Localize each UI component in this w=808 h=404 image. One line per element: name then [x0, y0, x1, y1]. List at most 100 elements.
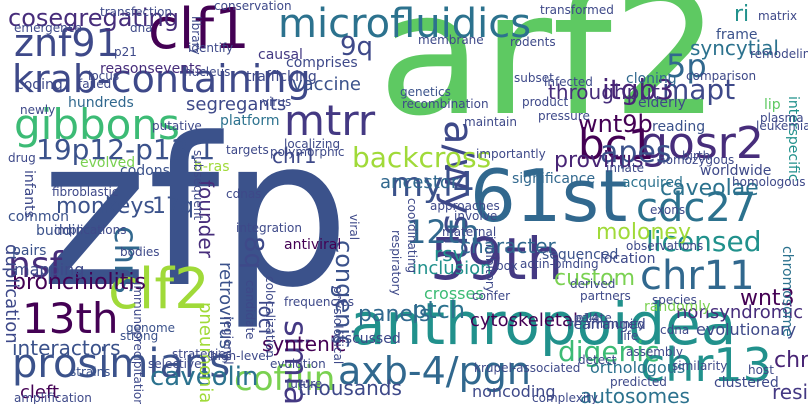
- word-cloud-word: thousands: [298, 376, 402, 400]
- word-cloud-word: strong: [120, 329, 159, 343]
- word-cloud-word: p21: [114, 45, 137, 59]
- word-cloud-word: 17q: [152, 194, 194, 219]
- word-cloud-word: sequenced: [542, 247, 619, 263]
- word-cloud-word: rsv: [434, 242, 465, 266]
- word-cloud-word: ptch: [412, 296, 466, 324]
- word-cloud-word: transfection: [100, 5, 173, 19]
- word-cloud-word: cdc27: [636, 185, 757, 231]
- word-cloud-word: acquired: [622, 175, 683, 191]
- word-cloud-word: prosimians: [12, 341, 231, 387]
- word-cloud-word: congenic: [330, 240, 358, 349]
- word-cloud-word: myl4: [390, 165, 475, 205]
- word-cloud-word: subset: [514, 71, 554, 85]
- word-cloud-word: approaches: [430, 199, 500, 213]
- word-cloud-word: genetics: [400, 85, 451, 99]
- word-cloud-word: involve: [454, 209, 498, 223]
- word-cloud-word: mapt: [662, 73, 736, 106]
- word-cloud-word: bc1: [578, 120, 655, 169]
- word-cloud-word: autosomes: [580, 384, 690, 404]
- word-cloud-word: infants: [21, 170, 37, 218]
- word-cloud-word: actin-binding: [520, 257, 599, 271]
- word-cloud-word: causal: [258, 47, 303, 63]
- word-cloud-word: 5p: [666, 47, 707, 85]
- word-cloud-word: putative: [152, 119, 202, 133]
- word-cloud-word: exons: [650, 203, 686, 217]
- word-cloud-word: wnt3: [740, 286, 795, 311]
- word-cloud-word: frame: [716, 27, 758, 43]
- word-cloud-word: evolutionary: [696, 320, 797, 339]
- word-cloud-word: derived: [570, 277, 616, 291]
- word-cloud-word: rearranged: [568, 317, 646, 333]
- word-cloud-word: znf91: [14, 21, 120, 65]
- word-cloud-word: library: [189, 16, 203, 55]
- word-cloud-word: detect: [578, 353, 617, 367]
- word-cloud-word: caveolin: [150, 362, 259, 392]
- word-cloud-word: pressure: [538, 109, 590, 123]
- word-cloud-word: host: [748, 363, 774, 377]
- word-cloud-word: krab-containing: [12, 57, 311, 101]
- word-cloud-word: provirus: [554, 148, 644, 173]
- word-cloud-word: character: [460, 234, 556, 258]
- word-cloud-word: noncoding: [472, 382, 556, 401]
- word-cloud-word: 19p12-p13.1: [36, 133, 216, 166]
- word-cloud-word: newly: [20, 103, 56, 117]
- word-cloud-word: conservation: [214, 0, 292, 13]
- word-cloud-word: viral: [347, 214, 361, 241]
- word-cloud-word: rodents: [510, 35, 556, 49]
- word-cloud-word: recombination: [402, 97, 489, 111]
- word-cloud-word: cloning: [626, 71, 677, 87]
- word-cloud-word: reasonsevents: [100, 61, 202, 77]
- word-cloud-word: reading: [652, 119, 706, 135]
- word-cloud-word: nsf: [8, 245, 63, 286]
- word-cloud-word: backcross: [352, 141, 492, 174]
- word-cloud-word: transformed: [540, 3, 614, 17]
- word-cloud-word: throughput: [548, 80, 660, 104]
- word-cloud-word: itgb3: [602, 73, 675, 106]
- word-cloud-word: identify: [188, 41, 234, 55]
- word-cloud-word: similarity: [672, 359, 728, 373]
- word-cloud-word: physiological: [331, 286, 345, 365]
- word-cloud-word: anthropoidea: [350, 290, 737, 358]
- word-cloud-word: partners: [580, 289, 631, 303]
- word-cloud-word: assembly: [626, 345, 683, 359]
- word-cloud-word: nonsyndromic: [676, 302, 804, 323]
- word-cloud-word: elderly: [638, 95, 686, 111]
- word-cloud-word: cleft: [20, 382, 60, 403]
- word-cloud-word: 8q: [238, 236, 268, 270]
- word-cloud-word: h-ras: [194, 159, 230, 175]
- word-cloud-word: e14: [576, 311, 599, 325]
- word-cloud-word: virus: [262, 95, 292, 109]
- word-cloud-word: chrs: [107, 226, 145, 294]
- word-cloud-word: common: [8, 209, 69, 225]
- word-cloud-word: product: [522, 95, 569, 109]
- word-cloud-word: respiratory: [389, 230, 403, 296]
- word-cloud-word: loci: [254, 300, 278, 335]
- word-cloud-word: a/wysn: [435, 120, 481, 261]
- word-cloud-word: failed: [78, 77, 112, 91]
- word-cloud-word: future: [286, 377, 323, 391]
- word-cloud-word: confer: [472, 289, 511, 303]
- word-cloud-word: remodeling: [750, 47, 808, 61]
- word-cloud-word: simians: [277, 320, 315, 404]
- word-cloud-word: species: [652, 293, 697, 307]
- word-cloud-word: fibroblastic: [52, 185, 119, 199]
- word-cloud-word: lip: [764, 97, 781, 113]
- word-cloud-word: frequencies: [284, 295, 355, 309]
- word-cloud-word: vaccine: [292, 74, 361, 95]
- word-cloud-word: high-level: [210, 349, 270, 363]
- word-cloud-word: cofilin: [234, 359, 336, 399]
- word-cloud-word: orthologous: [590, 358, 686, 377]
- word-cloud-word: innate: [606, 161, 644, 175]
- word-cloud-word: drug: [8, 151, 36, 165]
- word-cloud-word: matrix: [758, 9, 798, 23]
- word-cloud-word: mapping: [14, 260, 85, 279]
- word-cloud-word: segregants: [186, 94, 287, 115]
- word-cloud-word: maternal: [442, 225, 497, 239]
- word-cloud-word: clf2: [108, 257, 210, 322]
- word-cloud-word: zfp: [40, 95, 350, 333]
- word-cloud-word: immunity: [588, 317, 646, 331]
- word-cloud-word: implications: [54, 223, 127, 237]
- word-cloud-word: birth: [682, 149, 711, 163]
- word-cloud-word: colocalization: [263, 276, 277, 358]
- word-cloud-word: plasma: [760, 111, 804, 125]
